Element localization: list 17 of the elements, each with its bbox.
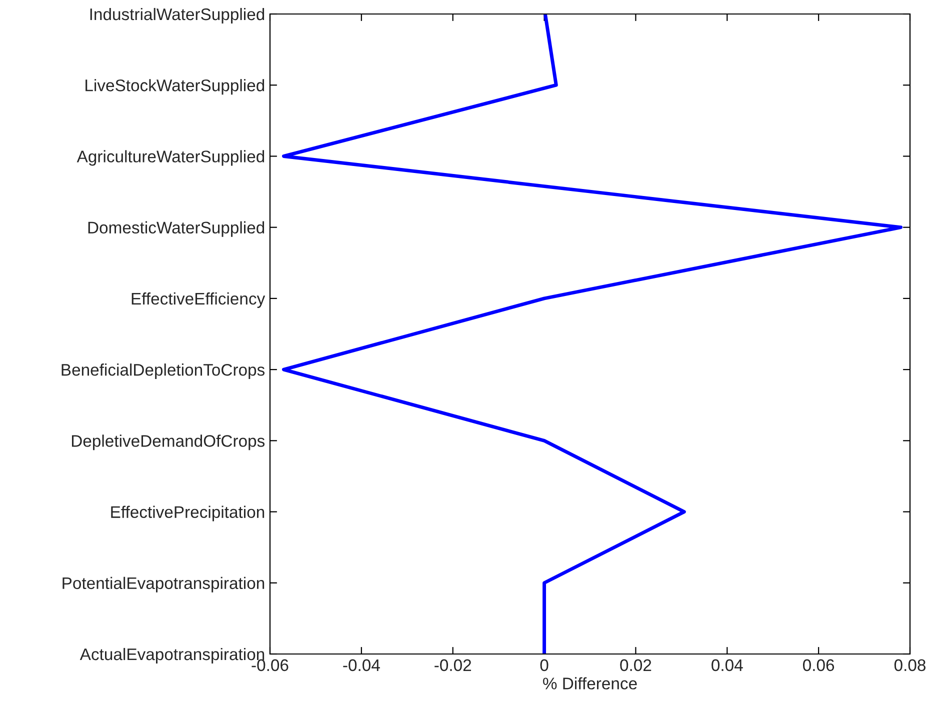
x-tick-label: 0.06 [803,659,834,672]
y-tick-label: IndustrialWaterSupplied [90,8,264,24]
y-tick-label: EffectiveEfficiency [132,292,266,308]
y-tick-label: PotentialEvapotranspiration [62,576,264,592]
x-axis-title: % Difference [543,677,637,690]
x-tick-label: 0 [540,659,548,672]
y-tick-label: BeneficialDepletionToCrops [62,364,265,380]
x-tick-label: 0.02 [620,659,652,672]
y-tick-label: EffectivePrecipitation [111,506,264,522]
y-tick-label: AgricultureWaterSupplied [76,150,264,166]
x-tick-label: 0.04 [712,659,743,672]
x-tick-label: -0.02 [434,659,472,672]
y-tick-label: LiveStockWaterSupplied [86,79,264,95]
y-tick-label: DepletiveDemandOfCrops [72,434,265,450]
x-tick-label: 0.08 [894,659,926,672]
x-tick-label: -0.04 [343,659,380,672]
y-tick-label: DomesticWaterSupplied [88,221,264,237]
